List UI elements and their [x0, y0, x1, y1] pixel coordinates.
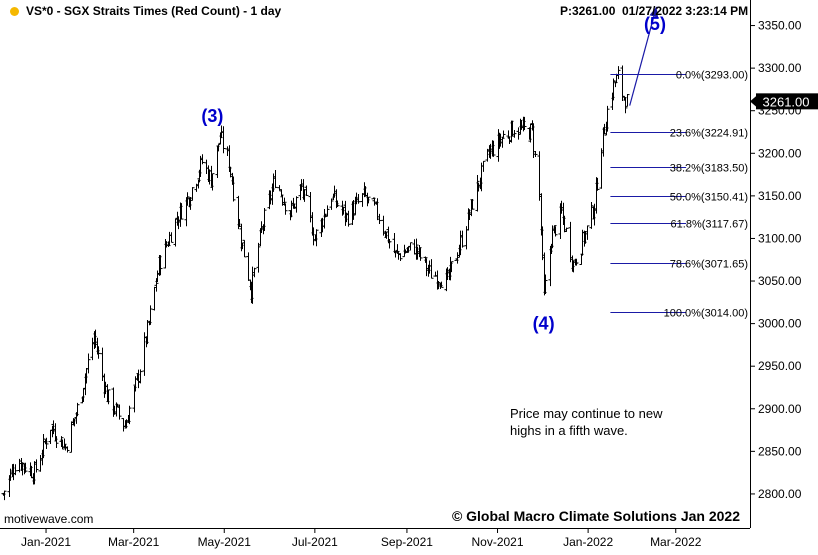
wave-label: (3): [201, 106, 223, 126]
projection-arrow-line: [629, 6, 658, 106]
fib-level-label: 50.0%(3150.41): [670, 192, 748, 204]
fib-level-label: 78.6%(3071.65): [670, 259, 748, 271]
y-tick-label: 3350.00: [758, 19, 802, 33]
x-tick-label: Sep-2021: [381, 535, 433, 549]
y-tick-label: 3150.00: [758, 189, 802, 203]
copyright: © Global Macro Climate Solutions Jan 202…: [451, 508, 740, 524]
annotation-line-2: highs in a fifth wave.: [510, 423, 628, 438]
y-tick-label: 3000.00: [758, 317, 802, 331]
wave-label: (5): [644, 14, 666, 34]
price-readout: P:3261.00: [560, 4, 616, 18]
x-tick-label: Jul-2021: [292, 535, 338, 549]
fib-level-label: 23.6%(3224.91): [670, 128, 748, 140]
arrow-head-icon: [649, 6, 659, 18]
fib-level-label: 100.0%(3014.00): [664, 308, 748, 320]
y-tick-label: 3200.00: [758, 146, 802, 160]
x-tick-label: Mar-2021: [108, 535, 160, 549]
current-price-badge: [756, 93, 818, 110]
x-tick-label: Nov-2021: [472, 535, 524, 549]
x-tick-label: Jan-2021: [21, 535, 71, 549]
y-tick-label: 3300.00: [758, 61, 802, 75]
chart-title: VS*0 - SGX Straits Times (Red Count) - 1…: [26, 4, 282, 18]
x-tick-label: May-2021: [198, 535, 252, 549]
y-tick-label: 2800.00: [758, 487, 802, 501]
x-tick-label: Jan-2022: [563, 535, 613, 549]
status-dot-icon: [10, 7, 19, 16]
fib-level-label: 0.0%(3293.00): [676, 70, 748, 82]
wave-label: (4): [533, 314, 555, 334]
fib-level-label: 61.8%(3117.67): [671, 219, 748, 231]
current-price-badge-label: 3261.00: [763, 94, 810, 109]
annotation-note: Price may continue to new highs in a fif…: [510, 405, 700, 439]
watermark: motivewave.com: [4, 512, 94, 526]
annotation-line-1: Price may continue to new: [510, 406, 663, 421]
timestamp: 01/27/2022 3:23:14 PM: [622, 4, 749, 18]
badge-pointer-icon: [750, 95, 757, 108]
fib-level-label: 38.2%(3183.50): [670, 163, 748, 175]
x-tick-label: Mar-2022: [650, 535, 702, 549]
y-tick-label: 2900.00: [758, 402, 802, 416]
y-tick-label: 2950.00: [758, 359, 802, 373]
y-tick-label: 3100.00: [758, 231, 802, 245]
y-tick-label: 2850.00: [758, 444, 802, 458]
y-tick-label: 3050.00: [758, 274, 802, 288]
